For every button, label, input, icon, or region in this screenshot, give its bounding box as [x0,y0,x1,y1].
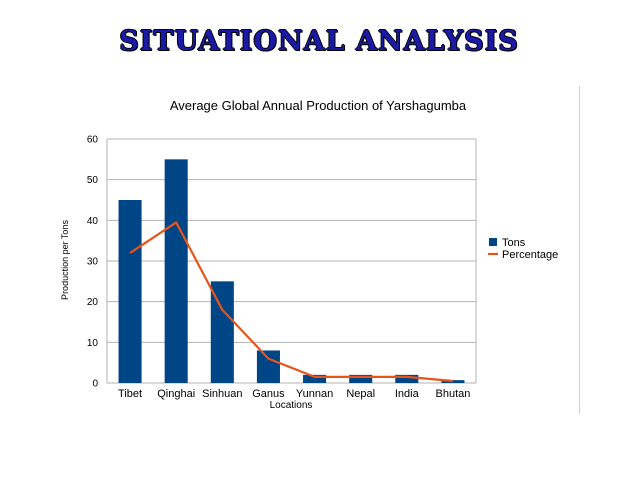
divider-line [579,86,580,414]
x-tick-label: Bhutan [436,388,471,400]
bar-sinhuan [210,281,234,383]
bars [118,159,465,383]
y-tick-label: 60 [87,135,99,146]
y-tick-label: 20 [87,297,99,308]
y-tick-label: 50 [87,175,99,186]
x-tick-label: Sinhuan [202,388,242,400]
bar-qinghai [164,159,188,383]
gridlines [106,138,477,384]
y-tick-label: 10 [87,338,99,349]
x-axis-label: Locations [270,400,313,411]
legend-label-percentage: Percentage [502,249,558,261]
legend-label-tons: Tons [502,237,526,249]
x-tick-label: Ganus [252,388,285,400]
percentage-line [129,221,453,383]
x-tick-labels: Tibet Qinghai Sinhuan Ganus Yunnan Nepal India… [118,388,470,400]
slide-title: SITUATIONAL ANALYSIS [119,26,519,57]
y-axis-label: Production per Tons [60,220,70,300]
x-tick-label: Nepal [346,388,375,400]
x-tick-label: Qinghai [157,388,195,400]
y-tick-label: 0 [92,379,98,390]
y-tick-label: 30 [87,257,99,268]
bar-tibet [118,200,142,383]
percentage-line-group [129,221,454,383]
y-tick-labels: 0 10 20 30 40 50 60 [87,135,99,390]
y-tick-label: 40 [87,216,99,227]
bar-ganus [256,350,280,383]
chart-title: Average Global Annual Production of Yars… [170,98,467,113]
bar-nepal [349,374,373,383]
x-tick-label: India [395,388,420,400]
x-tick-label: Tibet [118,388,142,400]
legend-swatch-tons [489,238,497,246]
x-tick-label: Yunnan [296,388,333,400]
bar-india [395,374,419,383]
bar-bhutan [441,380,465,383]
bar-yunnan [303,374,327,383]
